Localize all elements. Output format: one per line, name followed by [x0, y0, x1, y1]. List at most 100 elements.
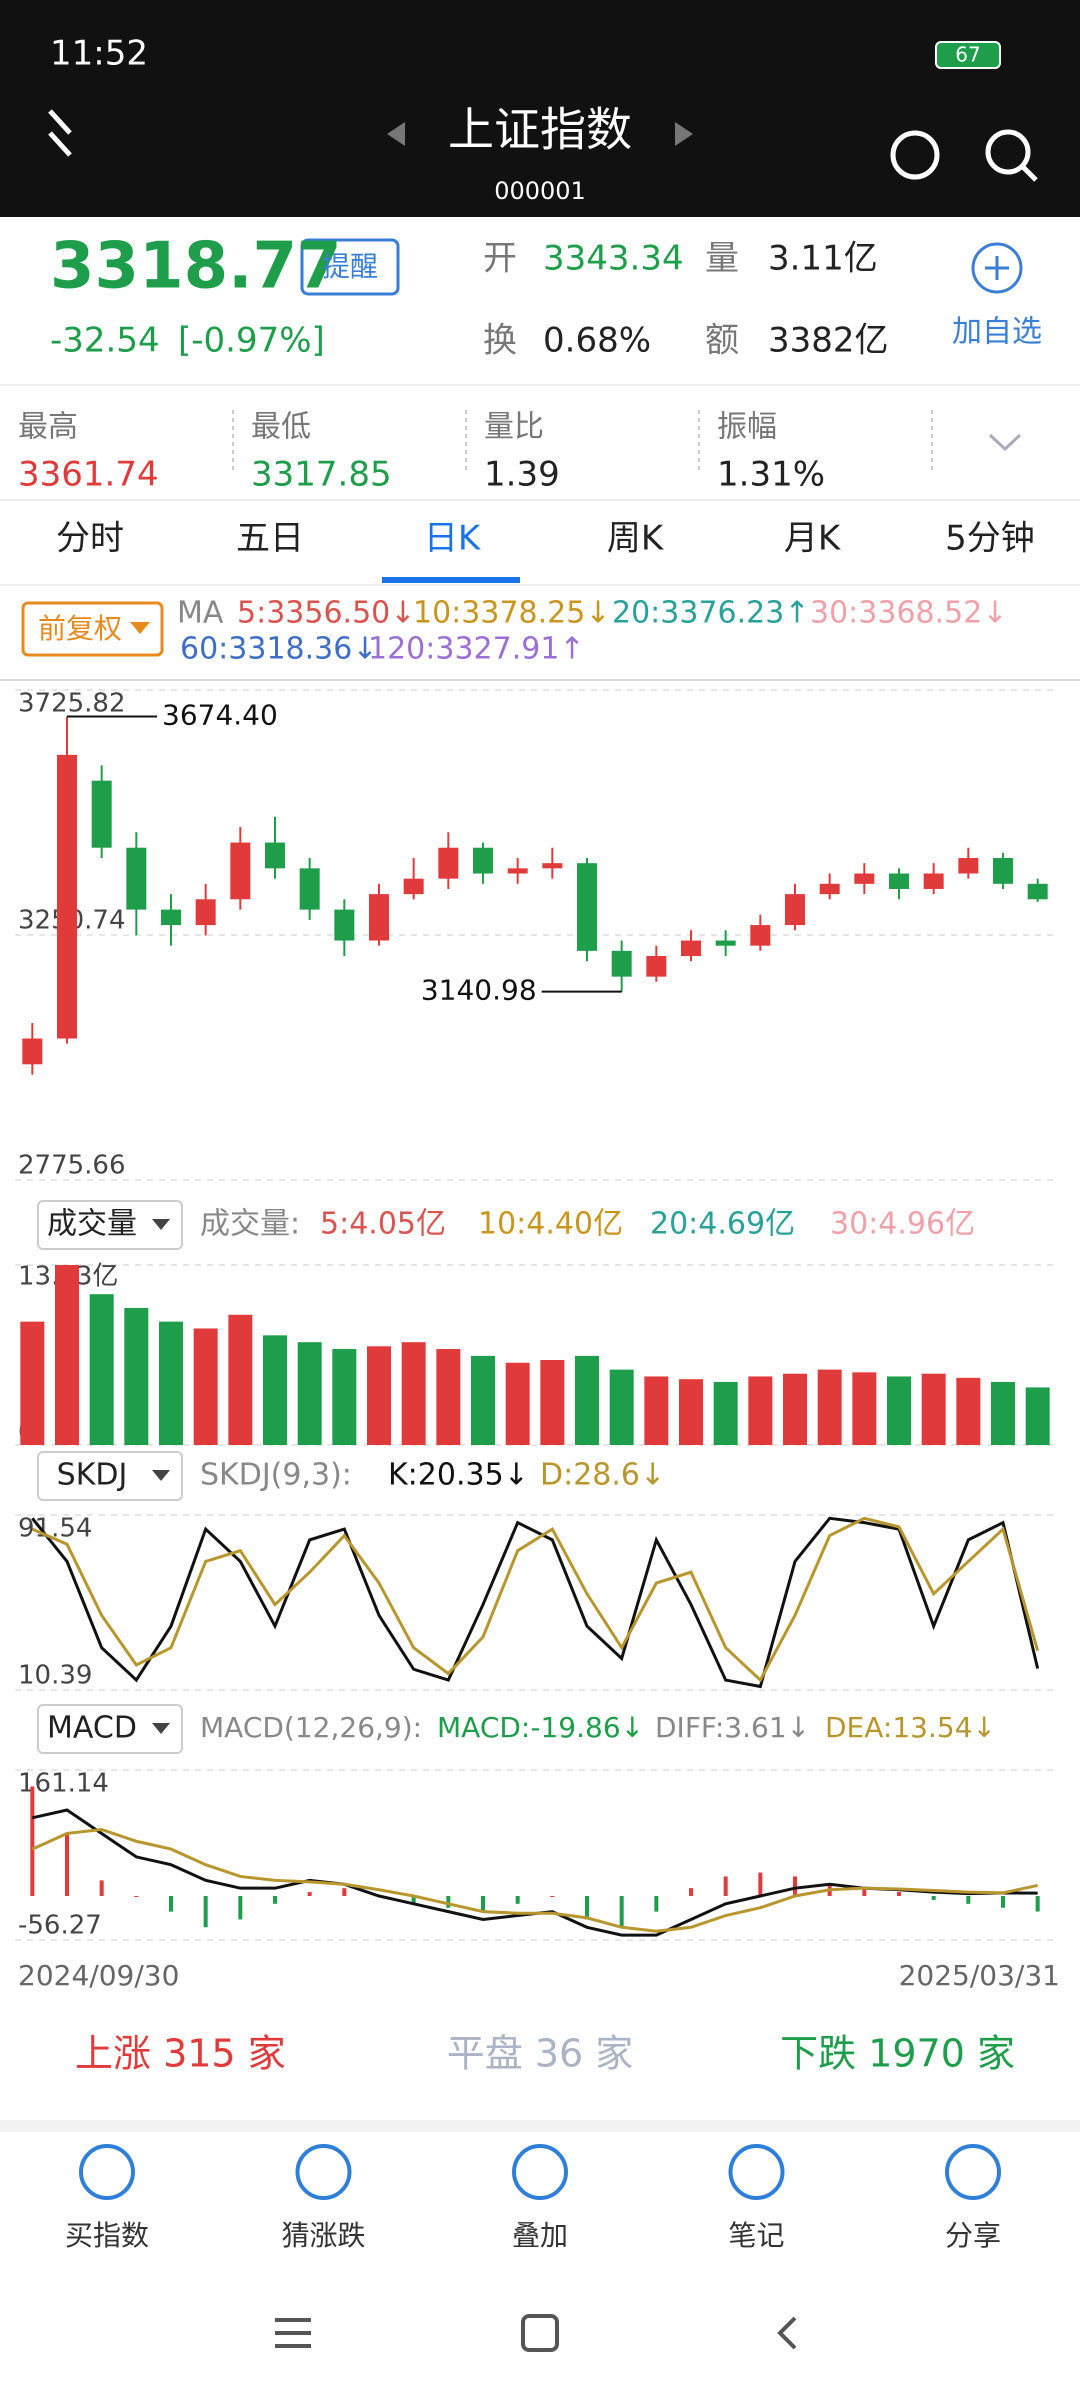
- toolbar-label: 买指数: [65, 2219, 149, 2252]
- volume-bar: [332, 1349, 357, 1445]
- add-icon[interactable]: [971, 242, 1023, 294]
- candle-body: [923, 873, 944, 889]
- y-tick-label: 3725.82: [18, 689, 126, 719]
- skdj-d: D:28.6↓: [540, 1458, 665, 1493]
- nav-back[interactable]: [777, 2316, 797, 2350]
- macd-bar: [65, 1833, 69, 1897]
- summary-value: 3317.85: [251, 455, 392, 495]
- top-bar: [0, 0, 1080, 217]
- tab[interactable]: 月K: [784, 519, 842, 559]
- back-button[interactable]: [48, 109, 72, 157]
- toolbar-icon[interactable]: [945, 2144, 1001, 2200]
- prev-index[interactable]: [387, 122, 405, 146]
- candle-body: [161, 909, 181, 926]
- volume-bar: [609, 1369, 634, 1445]
- stat-value: 3343.34: [543, 239, 684, 279]
- price-change: -32.54: [50, 321, 160, 361]
- macd-bar: [966, 1896, 971, 1904]
- nav-menu[interactable]: [275, 2318, 311, 2348]
- stat-value: 3.11亿: [768, 239, 878, 279]
- advancers: 上涨 315 家: [75, 2032, 286, 2076]
- alert-button[interactable]: [300, 238, 400, 296]
- macd-bar: [446, 1896, 451, 1908]
- search-handle: [1020, 164, 1038, 182]
- volume-bar: [20, 1321, 45, 1445]
- volume-bar: [1025, 1387, 1050, 1445]
- candle-body: [715, 940, 736, 946]
- macd-bar: [99, 1880, 104, 1897]
- volume-bar: [540, 1360, 565, 1445]
- macd-bar: [134, 1896, 139, 1898]
- volume-ma: 10:4.40亿: [478, 1207, 623, 1242]
- candle-body: [265, 842, 285, 869]
- candle-body: [91, 780, 112, 848]
- candle-body: [611, 950, 632, 977]
- y-tick-label: 10.39: [18, 1661, 92, 1691]
- indicator-label: 成交量:: [200, 1207, 300, 1242]
- toolbar-label: 分享: [945, 2219, 1001, 2252]
- indicator-button[interactable]: [37, 1200, 183, 1250]
- ma-value: 30:3368.52↓: [810, 596, 1007, 631]
- volume-bar: [921, 1373, 946, 1445]
- volume-bar: [679, 1379, 703, 1445]
- search-icon[interactable]: [985, 129, 1031, 175]
- candle-body: [369, 894, 389, 941]
- macd-bar: [862, 1888, 867, 1897]
- volume-bar: [956, 1377, 981, 1445]
- tab[interactable]: 5分钟: [945, 519, 1035, 559]
- macd-bar: [515, 1896, 520, 1904]
- volume-bar: [713, 1381, 738, 1445]
- adjust-label: 前复权: [38, 612, 122, 645]
- volume-bar: [401, 1342, 426, 1445]
- toolbar-icon[interactable]: [728, 2144, 785, 2200]
- toolbar-icon[interactable]: [295, 2144, 352, 2200]
- indicator-button[interactable]: [37, 1704, 183, 1754]
- volume-bar: [471, 1355, 495, 1445]
- tab[interactable]: 五日: [236, 519, 304, 559]
- indicator-name: SKDJ: [57, 1458, 128, 1493]
- macd-bar: [273, 1896, 277, 1904]
- battery: [935, 41, 1001, 69]
- candle-body: [22, 1038, 43, 1065]
- candle-body: [57, 754, 77, 1039]
- tab[interactable]: 日K: [424, 519, 482, 559]
- indicator-button[interactable]: [37, 1451, 183, 1501]
- toolbar-icon[interactable]: [512, 2144, 568, 2200]
- toolbar-icon[interactable]: [79, 2144, 135, 2200]
- macd-bar: [550, 1896, 555, 1898]
- tab[interactable]: 周K: [607, 519, 665, 559]
- volume-bar: [124, 1307, 149, 1445]
- toolbar-label: 笔记: [728, 2219, 784, 2252]
- status-time: 11:52: [50, 34, 148, 74]
- macd-bar: [238, 1896, 243, 1920]
- ma-label: MA: [177, 596, 224, 631]
- stat-label: 开: [483, 239, 517, 279]
- candle-body: [438, 847, 459, 879]
- stat-label: 换: [483, 321, 517, 361]
- summary-label: 量比: [484, 410, 544, 445]
- macd-diff: DIFF:3.61↓: [655, 1711, 810, 1744]
- indicator-name: 成交量: [47, 1207, 137, 1242]
- macd-bar: [931, 1896, 936, 1900]
- volume-bar: [887, 1376, 911, 1445]
- macd-bar: [203, 1896, 208, 1928]
- tab[interactable]: 分时: [56, 519, 124, 559]
- next-index[interactable]: [675, 122, 693, 146]
- macd-bar: [723, 1876, 728, 1897]
- ma-value: 120:3327.91↑: [368, 632, 585, 667]
- nav-home[interactable]: [521, 2314, 559, 2352]
- macd-bar: [585, 1896, 589, 1920]
- volume-ma: 30:4.96亿: [830, 1207, 975, 1242]
- macd-bar: [793, 1876, 797, 1897]
- candle-body: [889, 873, 909, 889]
- expand-chevron[interactable]: [988, 433, 1022, 452]
- ma-value: 20:3376.23↑: [612, 596, 809, 631]
- stat-label: 额: [705, 321, 739, 361]
- service-icon[interactable]: [890, 130, 940, 180]
- adjust-button[interactable]: [21, 601, 164, 657]
- skdj-k: K:20.35↓: [388, 1458, 529, 1493]
- macd-dea-line: [31, 1828, 1038, 1933]
- high-annotation: 3674.40: [162, 699, 278, 732]
- ma-value: 10:3378.25↓: [413, 596, 610, 631]
- start-date: 2024/09/30: [18, 1959, 179, 1992]
